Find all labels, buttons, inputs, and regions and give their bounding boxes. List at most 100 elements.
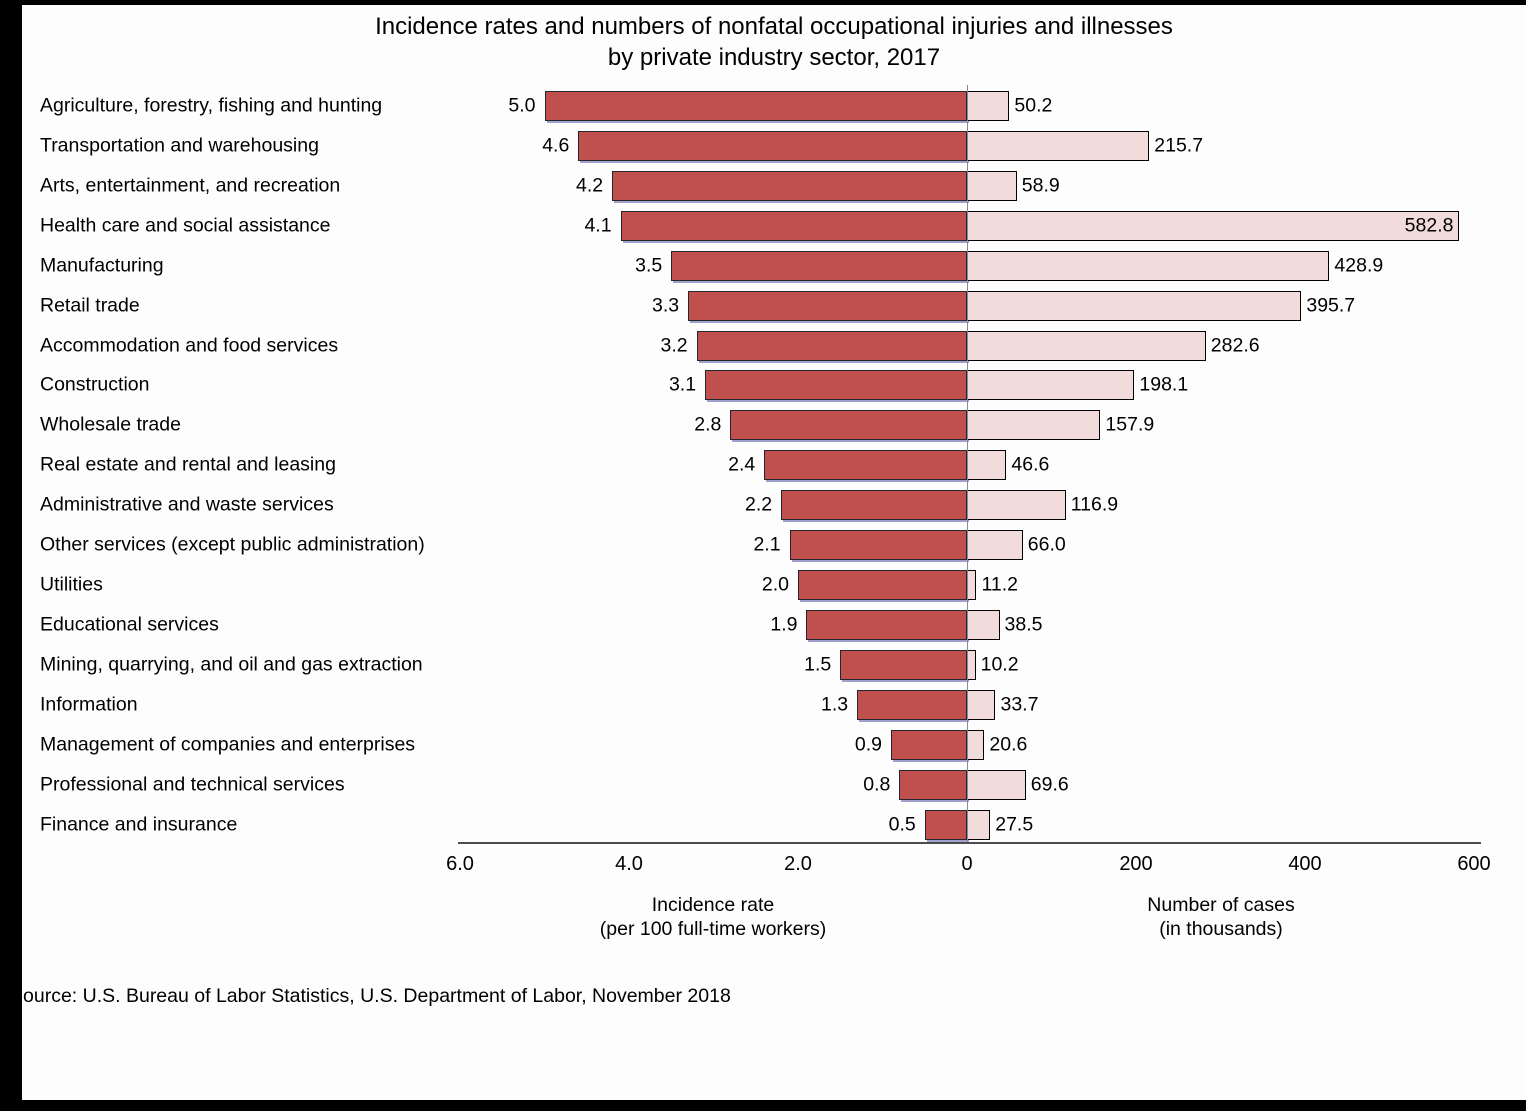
rate-bar bbox=[696, 330, 967, 361]
cases-bar bbox=[967, 649, 976, 680]
category-label: Mining, quarrying, and oil and gas extra… bbox=[40, 653, 423, 676]
category-label: Transportation and warehousing bbox=[40, 134, 319, 157]
category-label: Accommodation and food services bbox=[40, 334, 339, 357]
category-label: Real estate and rental and leasing bbox=[40, 453, 336, 476]
rate-bar bbox=[764, 450, 967, 481]
rate-value-label: 1.9 bbox=[770, 613, 798, 636]
cases-bar bbox=[967, 250, 1330, 281]
rate-value-label: 0.8 bbox=[863, 773, 891, 796]
chart-title-line2: by private industry sector, 2017 bbox=[607, 44, 941, 71]
category-label: Manufacturing bbox=[40, 254, 164, 277]
cases-bar bbox=[967, 90, 1010, 121]
rate-value-label: 2.2 bbox=[745, 493, 773, 516]
rate-bar bbox=[924, 809, 967, 840]
cases-value-label: 50.2 bbox=[1014, 94, 1053, 117]
cases-bar bbox=[967, 769, 1026, 800]
rate-bar bbox=[899, 769, 967, 800]
category-label: Arts, entertainment, and recreation bbox=[40, 174, 341, 197]
axis-tick-label: 200 bbox=[1119, 853, 1153, 875]
cases-bar bbox=[967, 130, 1150, 161]
cases-value-label: 282.6 bbox=[1210, 334, 1260, 357]
category-label: Educational services bbox=[40, 613, 219, 636]
category-label: Other services (except public administra… bbox=[40, 533, 425, 556]
left-axis-title-line2: (per 100 full-time workers) bbox=[599, 918, 827, 940]
category-label: Finance and insurance bbox=[40, 813, 238, 836]
category-label: Management of companies and enterprises bbox=[40, 733, 416, 756]
chart-title-line1: Incidence rates and numbers of nonfatal … bbox=[375, 13, 1173, 40]
rate-bar bbox=[781, 490, 967, 521]
rate-value-label: 2.0 bbox=[761, 573, 789, 596]
rate-value-label: 4.1 bbox=[584, 214, 612, 237]
category-label: Health care and social assistance bbox=[40, 214, 331, 237]
rate-value-label: 0.9 bbox=[854, 733, 882, 756]
rate-bar bbox=[789, 530, 967, 561]
rate-bar bbox=[840, 649, 967, 680]
axis-tick-label: 4.0 bbox=[615, 853, 643, 875]
axis-tick-label: 400 bbox=[1288, 853, 1322, 875]
cases-value-label: 27.5 bbox=[995, 813, 1034, 836]
cases-value-label: 10.2 bbox=[980, 653, 1019, 676]
right-axis-title: Number of cases (in thousands) bbox=[1147, 893, 1294, 941]
rate-bar bbox=[688, 290, 967, 321]
rate-bar bbox=[798, 570, 967, 601]
category-label: Administrative and waste services bbox=[40, 493, 334, 516]
category-label: Construction bbox=[40, 373, 150, 396]
cases-bar bbox=[967, 330, 1206, 361]
cases-value-label: 38.5 bbox=[1004, 613, 1043, 636]
cases-value-label: 116.9 bbox=[1070, 493, 1119, 516]
rate-value-label: 3.1 bbox=[668, 373, 697, 396]
axis-tick-label: 0 bbox=[961, 853, 973, 875]
cases-value-label: 215.7 bbox=[1154, 134, 1204, 157]
rate-bar bbox=[544, 90, 967, 121]
right-axis-title-line2: (in thousands) bbox=[1159, 918, 1283, 940]
rate-value-label: 2.4 bbox=[728, 453, 756, 476]
rate-bar bbox=[806, 610, 967, 641]
x-axis-line bbox=[458, 842, 1481, 844]
rate-value-label: 1.3 bbox=[821, 693, 849, 716]
cases-bar bbox=[967, 410, 1101, 441]
cases-bar bbox=[967, 689, 996, 720]
cases-value-label: 157.9 bbox=[1105, 413, 1155, 436]
cases-bar bbox=[967, 809, 991, 840]
rate-value-label: 5.0 bbox=[508, 94, 536, 117]
cases-value-label: 20.6 bbox=[989, 733, 1028, 756]
cases-bar bbox=[967, 530, 1023, 561]
cases-value-label: 395.7 bbox=[1306, 294, 1356, 317]
rate-bar bbox=[671, 250, 967, 281]
rate-value-label: 4.6 bbox=[542, 134, 570, 157]
cases-bar bbox=[967, 290, 1302, 321]
category-label: Utilities bbox=[40, 573, 103, 596]
axis-tick-label: 600 bbox=[1457, 853, 1491, 875]
cases-value-label: 66.0 bbox=[1027, 533, 1066, 556]
rate-value-label: 3.2 bbox=[660, 334, 688, 357]
rate-value-label: 3.5 bbox=[635, 254, 663, 277]
cases-value-label: 428.9 bbox=[1334, 254, 1384, 277]
rate-value-label: 3.3 bbox=[652, 294, 680, 317]
cases-value-label: 198.1 bbox=[1139, 373, 1189, 396]
cases-bar bbox=[967, 170, 1017, 201]
cases-bar bbox=[967, 450, 1007, 481]
rate-bar bbox=[705, 370, 967, 401]
rate-value-label: 1.5 bbox=[804, 653, 832, 676]
cases-bar bbox=[967, 570, 977, 601]
source-note: Source: U.S. Bureau of Labor Statistics,… bbox=[22, 985, 731, 1007]
rate-value-label: 4.2 bbox=[576, 174, 604, 197]
rate-bar bbox=[890, 729, 967, 760]
category-label: Agriculture, forestry, fishing and hunti… bbox=[40, 94, 383, 117]
rate-value-label: 2.1 bbox=[753, 533, 781, 556]
cases-bar bbox=[967, 370, 1135, 401]
cases-bar bbox=[967, 210, 1460, 241]
category-label: Information bbox=[40, 693, 138, 716]
cases-value-label: 582.8 bbox=[1404, 214, 1454, 237]
axis-tick-label: 2.0 bbox=[784, 853, 812, 875]
axis-tick-label: 6.0 bbox=[446, 853, 474, 875]
left-axis-title: Incidence rate (per 100 full-time worker… bbox=[600, 893, 826, 941]
rate-bar bbox=[730, 410, 967, 441]
cases-bar bbox=[967, 490, 1066, 521]
category-label: Retail trade bbox=[40, 294, 140, 317]
rate-bar bbox=[578, 130, 967, 161]
right-axis-title-line1: Number of cases bbox=[1147, 894, 1295, 916]
rate-value-label: 2.8 bbox=[694, 413, 722, 436]
cases-bar bbox=[967, 729, 985, 760]
cases-bar bbox=[967, 610, 1000, 641]
